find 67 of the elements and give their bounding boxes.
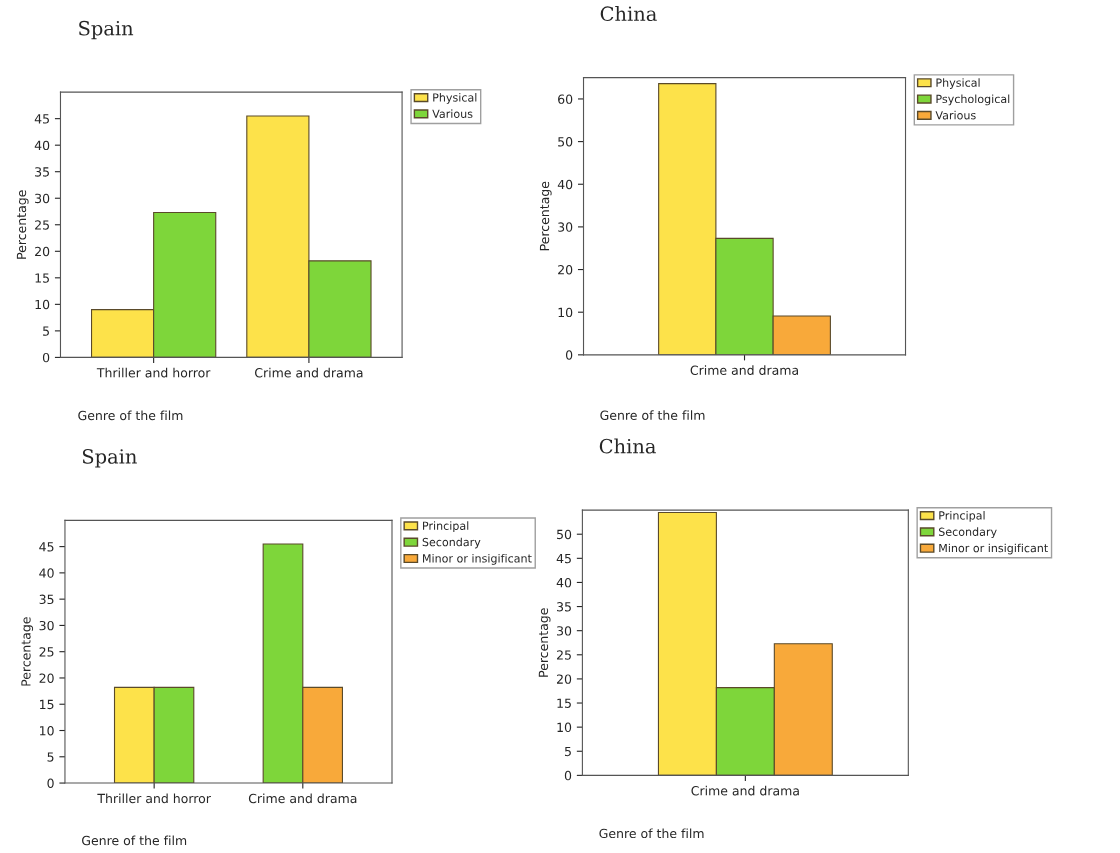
y-tick-label: 15	[40, 699, 54, 710]
legend-label: Minor or insigificant	[939, 543, 1048, 555]
y-tick-label: 10	[557, 722, 572, 733]
legend-label: Principal	[423, 521, 469, 533]
y-tick-label: 0	[565, 350, 573, 360]
y-tick-label: 30	[39, 620, 54, 631]
legend-label: Psychological	[936, 94, 1010, 106]
y-tick-label: 0	[42, 352, 50, 363]
y-tick-label: 15	[557, 698, 571, 708]
x-axis-title: Genre of the film	[78, 410, 183, 421]
x-axis-title: Genre of the film	[600, 410, 705, 420]
y-tick-label: 5	[565, 746, 571, 757]
legend-label: Secondary	[938, 527, 997, 539]
y-tick-label: 5	[47, 752, 54, 762]
chart-title: China	[599, 438, 656, 454]
y-tick-label: 50	[558, 137, 573, 147]
x-tick-label: Crime and drama	[691, 785, 799, 796]
y-tick-label: 35	[39, 594, 54, 605]
legend-label: Physical	[433, 93, 477, 104]
y-tick-label: 35	[35, 167, 49, 177]
chart-title: Spain	[79, 20, 134, 40]
y-tick-label: 40	[557, 179, 573, 190]
y-tick-label: 25	[39, 647, 54, 657]
y-tick-label: 20	[556, 674, 572, 684]
x-tick-label: Crime and drama	[255, 367, 363, 378]
y-axis-title: Percentage	[539, 181, 552, 251]
y-tick-label: 20	[558, 265, 573, 275]
y-tick-label: 35	[557, 602, 571, 612]
y-tick-label: 10	[40, 725, 54, 736]
chart-title: China	[600, 6, 657, 22]
y-tick-label: 30	[558, 222, 573, 232]
y-tick-label: 10	[35, 299, 50, 310]
y-tick-label: 15	[35, 273, 49, 283]
x-tick-label: Thriller and horror	[97, 793, 211, 804]
y-tick-label: 40	[556, 577, 572, 588]
y-tick-label: 20	[39, 673, 54, 683]
y-tick-label: 45	[556, 553, 571, 564]
x-axis-title: Genre of the film	[82, 835, 187, 846]
y-tick-label: 25	[556, 650, 571, 660]
x-tick-label: Thriller and horror	[96, 367, 211, 378]
x-tick-label: Crime and drama	[690, 365, 799, 375]
legend-label: Principal	[939, 511, 985, 522]
chart-title: Spain	[82, 449, 137, 468]
x-axis-title: Genre of the film	[599, 828, 704, 839]
y-tick-label: 40	[34, 140, 50, 151]
y-tick-label: 10	[558, 307, 573, 318]
y-tick-label: 0	[47, 778, 54, 788]
y-axis-title: Percentage	[21, 617, 34, 686]
y-tick-label: 30	[35, 193, 50, 204]
y-tick-label: 30	[557, 626, 572, 636]
y-tick-label: 60	[558, 94, 573, 104]
x-tick-label: Crime and drama	[248, 793, 357, 804]
y-axis-title: Percentage	[16, 190, 29, 259]
y-tick-label: 5	[43, 326, 49, 336]
y-tick-label: 0	[564, 770, 572, 781]
legend-label: Various	[432, 109, 473, 118]
legend-label: Secondary	[422, 537, 481, 549]
y-tick-label: 40	[39, 568, 54, 578]
y-tick-label: 45	[34, 114, 49, 124]
y-tick-label: 20	[35, 246, 50, 257]
legend-label: Physical	[936, 78, 980, 89]
y-tick-label: 25	[35, 220, 49, 230]
y-axis-title: Percentage	[538, 608, 551, 677]
y-tick-label: 50	[557, 529, 572, 540]
legend-label: Minor or insigificant	[423, 553, 532, 565]
y-tick-label: 45	[39, 542, 54, 552]
legend-label: Various	[935, 110, 976, 120]
